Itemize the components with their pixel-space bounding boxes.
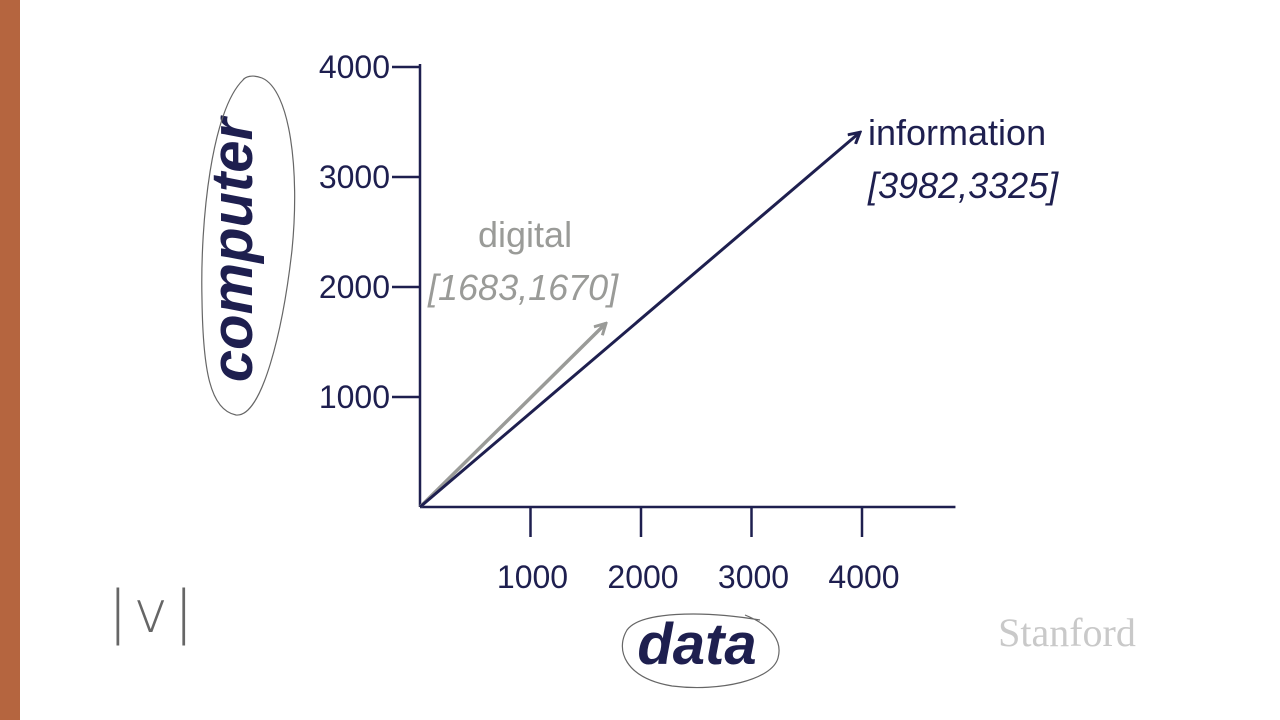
y-axis-title: computer bbox=[200, 114, 265, 382]
vector-label-digital: digital bbox=[478, 214, 572, 255]
x-tick-label-4000: 4000 bbox=[828, 559, 899, 595]
y-tick-label-2000: 2000 bbox=[319, 269, 390, 305]
vector-label-information: information bbox=[868, 112, 1046, 153]
x-tick-label-2000: 2000 bbox=[607, 559, 678, 595]
y-tick-label-3000: 3000 bbox=[319, 159, 390, 195]
left-accent-bar bbox=[0, 0, 20, 720]
handwritten-norm-note: |v| bbox=[108, 578, 199, 646]
vector-digital bbox=[418, 323, 606, 509]
tick-marks bbox=[392, 65, 864, 537]
vector-coords-information: [3982,3325] bbox=[867, 165, 1059, 206]
x-tick-label-3000: 3000 bbox=[718, 559, 789, 595]
y-tick-label-1000: 1000 bbox=[319, 379, 390, 415]
x-axis-title: data bbox=[637, 612, 756, 677]
vector-information bbox=[419, 132, 860, 509]
vector-coords-digital: [1683,1670] bbox=[427, 267, 619, 308]
x-tick-label-1000: 1000 bbox=[497, 559, 568, 595]
stanford-watermark: Stanford bbox=[998, 610, 1136, 655]
handdrawn-circle-x-title bbox=[621, 613, 780, 689]
y-tick-label-4000: 4000 bbox=[319, 49, 390, 85]
handdrawn-circle-y-title bbox=[201, 75, 296, 416]
